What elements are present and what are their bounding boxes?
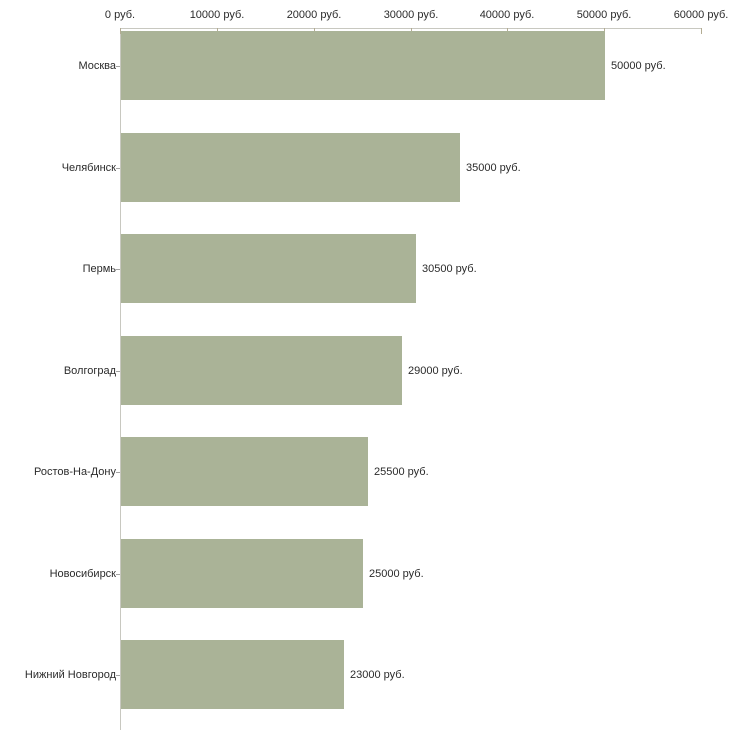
- y-axis-category-tick: [116, 675, 120, 676]
- bar-value-label: 23000 руб.: [350, 669, 405, 681]
- bar: [121, 234, 416, 303]
- y-axis-category-tick: [116, 168, 120, 169]
- x-axis-tick: [120, 28, 121, 34]
- category-label: Челябинск: [61, 162, 116, 174]
- y-axis-line: [120, 28, 121, 730]
- bar: [121, 336, 402, 405]
- y-axis-category-tick: [116, 472, 120, 473]
- x-axis-tick-label: 50000 руб.: [576, 9, 632, 21]
- bar-value-label: 25500 руб.: [374, 466, 429, 478]
- x-axis-tick-label: 60000 руб.: [673, 9, 729, 21]
- bar: [121, 539, 363, 608]
- bar-value-label: 30500 руб.: [422, 263, 477, 275]
- bar: [121, 437, 368, 506]
- y-axis-category-tick: [116, 574, 120, 575]
- y-axis-category-tick: [116, 66, 120, 67]
- x-axis-tick-label: 0 руб.: [104, 9, 136, 21]
- bar-value-label: 25000 руб.: [369, 568, 424, 580]
- bar-value-label: 29000 руб.: [408, 365, 463, 377]
- category-label: Новосибирск: [49, 568, 116, 580]
- category-label: Волгоград: [63, 365, 116, 377]
- category-label: Москва: [78, 60, 116, 72]
- x-axis-tick-label: 20000 руб.: [286, 9, 342, 21]
- bar-value-label: 35000 руб.: [466, 162, 521, 174]
- category-label: Пермь: [82, 263, 116, 275]
- bar: [121, 133, 460, 202]
- x-axis-tick-label: 10000 руб.: [189, 9, 245, 21]
- bar: [121, 640, 344, 709]
- x-axis-tick-label: 40000 руб.: [479, 9, 535, 21]
- category-label: Нижний Новгород: [24, 669, 116, 681]
- bar-value-label: 50000 руб.: [611, 60, 666, 72]
- bar: [121, 31, 605, 100]
- x-axis-tick: [701, 28, 702, 34]
- y-axis-category-tick: [116, 371, 120, 372]
- x-axis-tick-label: 30000 руб.: [383, 9, 439, 21]
- category-label: Ростов-На-Дону: [33, 466, 116, 478]
- y-axis-category-tick: [116, 269, 120, 270]
